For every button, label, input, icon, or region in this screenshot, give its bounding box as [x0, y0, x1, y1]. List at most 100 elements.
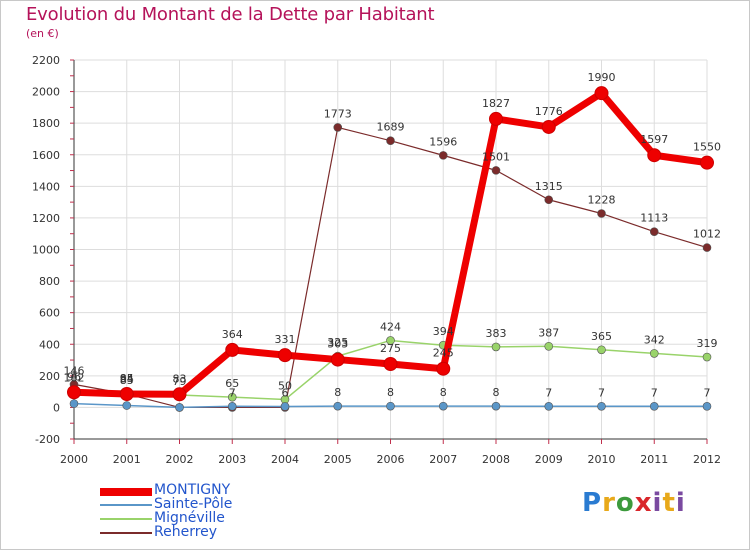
data-label-sainte-pole: 8: [387, 386, 394, 399]
data-label-migneville: 319: [697, 337, 718, 350]
data-label-sainte-pole: 7: [598, 386, 605, 399]
data-label-sainte-pole: 7: [545, 386, 552, 399]
data-point-sainte-pole: [227, 402, 237, 411]
data-label-sainte-pole: 8: [334, 386, 341, 399]
data-label-reherrey: 1315: [535, 180, 563, 193]
data-point-migneville: [386, 336, 395, 345]
data-point-montigny: [225, 342, 240, 357]
data-label-migneville: 394: [433, 325, 454, 338]
data-label-migneville: 102: [64, 371, 85, 384]
data-point-montigny: [489, 111, 503, 126]
y-tick-label: 400: [39, 338, 60, 351]
proxiti-logo: Proxiti: [582, 488, 686, 518]
data-point-sainte-pole: [544, 402, 554, 411]
data-label-migneville: 65: [225, 377, 239, 390]
legend-label-migneville: Mignéville: [154, 510, 225, 526]
x-tick-label: 2002: [166, 453, 194, 466]
legend-swatch-sainte-pole: [100, 504, 152, 506]
data-point-migneville: [491, 342, 501, 352]
x-tick-label: 2012: [693, 453, 721, 466]
data-label-montigny: 85: [120, 372, 134, 385]
data-point-montigny: [541, 119, 556, 134]
y-tick-label: 1000: [32, 244, 60, 257]
data-label-reherrey: 1012: [693, 228, 721, 241]
data-point-sainte-pole: [438, 401, 448, 411]
data-point-sainte-pole: [69, 399, 79, 408]
x-tick-label: 2008: [482, 453, 510, 466]
legend-label-sainte-pole: Sainte-Pôle: [154, 496, 233, 512]
data-point-reherrey: [702, 243, 712, 252]
data-label-reherrey: 85: [120, 374, 134, 387]
x-tick-label: 2007: [429, 453, 457, 466]
legend-label-reherrey: Reherrey: [154, 524, 218, 540]
data-point-sainte-pole: [491, 401, 501, 411]
y-tick-label: -200: [35, 433, 60, 446]
data-point-migneville: [597, 345, 606, 355]
data-label-montigny: 303: [327, 338, 348, 351]
data-point-reherrey: [649, 227, 659, 236]
x-tick-label: 2003: [218, 453, 246, 466]
data-label-sainte-pole: 8: [493, 386, 500, 399]
data-point-migneville: [227, 392, 237, 402]
data-label-sainte-pole: 8: [440, 386, 447, 399]
data-point-migneville: [544, 342, 554, 351]
data-point-sainte-pole: [649, 402, 659, 411]
data-point-reherrey: [386, 136, 395, 145]
y-tick-label: 1200: [32, 212, 60, 225]
data-label-migneville: 365: [591, 330, 612, 343]
data-point-sainte-pole: [702, 402, 712, 411]
y-tick-label: 2000: [32, 86, 60, 99]
data-point-montigny: [119, 386, 134, 401]
data-point-montigny: [330, 352, 345, 367]
data-label-migneville: 342: [644, 333, 665, 346]
data-point-montigny: [278, 348, 292, 363]
data-point-reherrey: [491, 166, 501, 175]
data-label-reherrey: 1113: [640, 212, 668, 225]
x-tick-label: 2001: [113, 453, 141, 466]
data-label-sainte-pole: 7: [229, 386, 236, 399]
data-label-reherrey: 1501: [482, 150, 510, 163]
data-point-reherrey: [544, 195, 554, 205]
data-point-sainte-pole: [597, 402, 606, 411]
data-point-montigny: [647, 148, 662, 163]
data-label-montigny: 1827: [482, 97, 510, 110]
data-label-migneville: 325: [327, 336, 348, 349]
data-label-montigny: 1597: [640, 133, 668, 146]
y-tick-label: 1800: [32, 117, 60, 130]
y-tick-label: 600: [39, 307, 60, 320]
legend-label-montigny: MONTIGNY: [154, 482, 231, 498]
data-point-sainte-pole: [280, 402, 290, 411]
data-label-sainte-pole: 7: [651, 386, 658, 399]
data-point-montigny: [67, 385, 81, 400]
x-tick-label: 2011: [640, 453, 668, 466]
chart-title: Evolution du Montant de la Dette par Hab…: [26, 4, 435, 25]
data-label-montigny: 83: [173, 372, 187, 385]
data-label-montigny: 245: [433, 347, 454, 360]
data-label-montigny: 1990: [588, 71, 616, 84]
x-tick-label: 2010: [588, 453, 616, 466]
data-point-reherrey: [597, 209, 606, 218]
data-point-montigny: [700, 155, 714, 170]
data-point-sainte-pole: [122, 401, 132, 410]
x-tick-label: 2004: [271, 453, 299, 466]
y-tick-label: 800: [39, 275, 60, 288]
y-tick-label: 1400: [32, 180, 60, 193]
data-point-sainte-pole: [386, 401, 395, 411]
data-label-migneville: 387: [538, 326, 559, 339]
x-tick-label: 2006: [377, 453, 405, 466]
data-label-sainte-pole: 6: [282, 386, 289, 399]
data-point-montigny: [383, 356, 398, 371]
x-tick-label: 2009: [535, 453, 563, 466]
data-label-reherrey: 1228: [588, 193, 616, 206]
x-tick-label: 2005: [324, 453, 352, 466]
data-label-montigny: 275: [380, 342, 401, 355]
y-tick-label: 200: [39, 370, 60, 383]
y-tick-label: 0: [53, 401, 60, 414]
data-label-migneville: 383: [486, 327, 507, 340]
data-label-montigny: 96: [67, 370, 81, 383]
x-tick-label: 2000: [60, 453, 88, 466]
legend-swatch-reherrey: [100, 532, 152, 534]
data-label-montigny: 331: [275, 333, 296, 346]
data-label-migneville: 94: [120, 373, 134, 386]
